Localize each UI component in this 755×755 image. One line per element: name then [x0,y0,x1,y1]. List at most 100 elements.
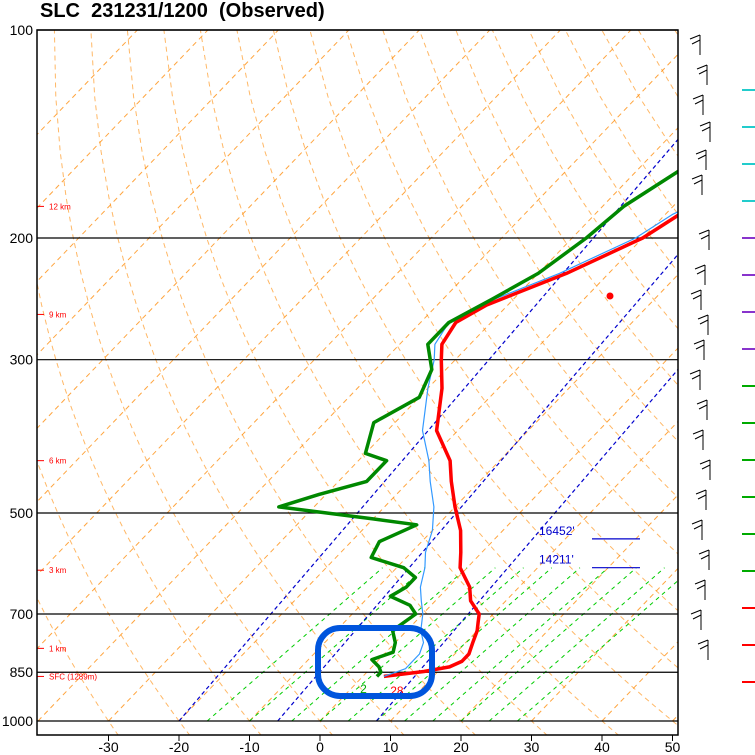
wind-barb-flag [691,374,701,380]
wind-barb-flag [691,519,703,525]
background-lines [37,30,755,736]
dry-adiabat-line [491,30,678,330]
level-marker-label: 16452' [539,524,575,538]
height-label: 3 km [49,566,67,575]
parcel-trace-line [375,368,678,722]
isotherm-line [672,714,678,722]
wind-barb-flag [697,314,709,320]
wind-barb-flag [699,459,711,465]
dry-adiabat-line [309,30,678,612]
isotherm-line [460,494,678,722]
highlight-oval [315,625,435,699]
isotherm-line [37,30,420,430]
wind-barb-flag [700,234,710,240]
pressure-tick-label: 200 [10,230,34,246]
wind-barb-flag [690,289,702,295]
dry-adiabat-line [455,30,678,386]
dry-adiabat-line [37,596,119,735]
temperature-tick-label: 30 [524,739,540,755]
wind-barb-flag [694,264,706,270]
level-marker-label: 14211' [539,553,574,567]
dry-adiabat-line [637,30,678,98]
wind-barb-flag [690,609,702,615]
wind-barb-flag [698,69,708,75]
dry-adiabat-line [272,30,678,669]
axis-labels: 100 200 300 500 700 850 1000 -30 -20 -10 0 10 20 30 40… [2,22,681,755]
dry-adiabat-line [236,30,678,727]
dry-adiabat-line [37,280,262,735]
isotherm-line [249,273,678,722]
dry-adiabat-line [418,30,678,443]
plot-frame [36,29,679,736]
mixing-ratio-line [206,567,383,722]
wind-barb-flag [691,174,703,180]
parcel-trace-line [178,138,678,722]
wind-barb-flag [696,269,706,275]
wind-barb-flag [693,179,703,185]
surface-value-label: 2 [360,682,367,696]
mixing-ratio-line [319,567,496,722]
wind-barb-flag [691,39,701,45]
marker-dot [606,292,614,300]
isotherm-line [37,30,561,576]
height-label: SFC (1289m) [49,672,97,681]
temperature-tick-label: 50 [665,739,681,755]
temperature-tick-label: -20 [169,739,189,755]
temperature-tick-label: -30 [98,739,118,755]
pressure-tick-label: 1000 [2,713,33,729]
mixing-ratio-line [291,567,468,722]
dry-adiabat-line [53,30,334,735]
mixing-ratio-line [376,567,553,722]
profile-lines [277,169,678,679]
wind-barb-flag [697,639,709,645]
isotherm-line [37,30,632,650]
dry-adiabat-line [37,459,191,735]
wind-barb-flag [692,294,702,300]
wind-barb-flag [692,429,704,435]
wind-barb-flag [696,64,708,70]
isotherm-line [178,200,678,722]
dewpoint-line [277,169,678,678]
wind-barb-flag [692,94,704,100]
dry-adiabat-line [711,30,755,736]
height-label: 6 km [49,457,67,466]
isotherm-line [531,567,678,722]
mixing-ratio-line [432,567,609,722]
isotherm-line [37,30,491,503]
wind-barb-flag [698,229,710,235]
wind-barb-flag [697,494,707,500]
pressure-tick-label: 300 [10,352,34,368]
dry-adiabat-line [674,30,678,37]
wind-barb-flag [699,319,709,325]
temperature-tick-label: 10 [383,739,399,755]
pressure-tick-label: 850 [10,664,34,680]
wind-barb-flag [698,404,708,410]
wind-barb-flag [699,644,709,650]
wind-barb-flag [697,154,707,160]
wind-barb-flag [696,399,708,405]
wind-barb-flag [692,614,702,620]
wind-barb-flag [695,344,705,350]
dry-adiabat-line [199,30,620,735]
virtual_temperature-line [383,211,678,677]
isotherm-line [37,53,678,722]
wind-barb-flag [689,369,701,375]
mixing-ratio-line [517,579,678,722]
wind-barb-panel [689,34,755,683]
wind-barb-flag [698,549,710,555]
isotherm-line [108,127,678,722]
isotherm-line [319,347,678,722]
wind-barb-flag [695,489,707,495]
wind-barb-flag [693,524,703,530]
wind-barb-flag [701,126,711,132]
wind-barb-flag [696,584,706,590]
temperature-line [383,213,678,679]
mixing-ratio-line [488,567,665,722]
pressure-tick-label: 700 [10,606,34,622]
mixing-ratio-line [460,567,637,722]
chart-title: SLC 231231/1200 (Observed) [40,0,325,22]
height-label: 9 km [49,310,67,319]
wind-barb-flag [694,434,704,440]
dry-adiabat-line [382,30,678,499]
